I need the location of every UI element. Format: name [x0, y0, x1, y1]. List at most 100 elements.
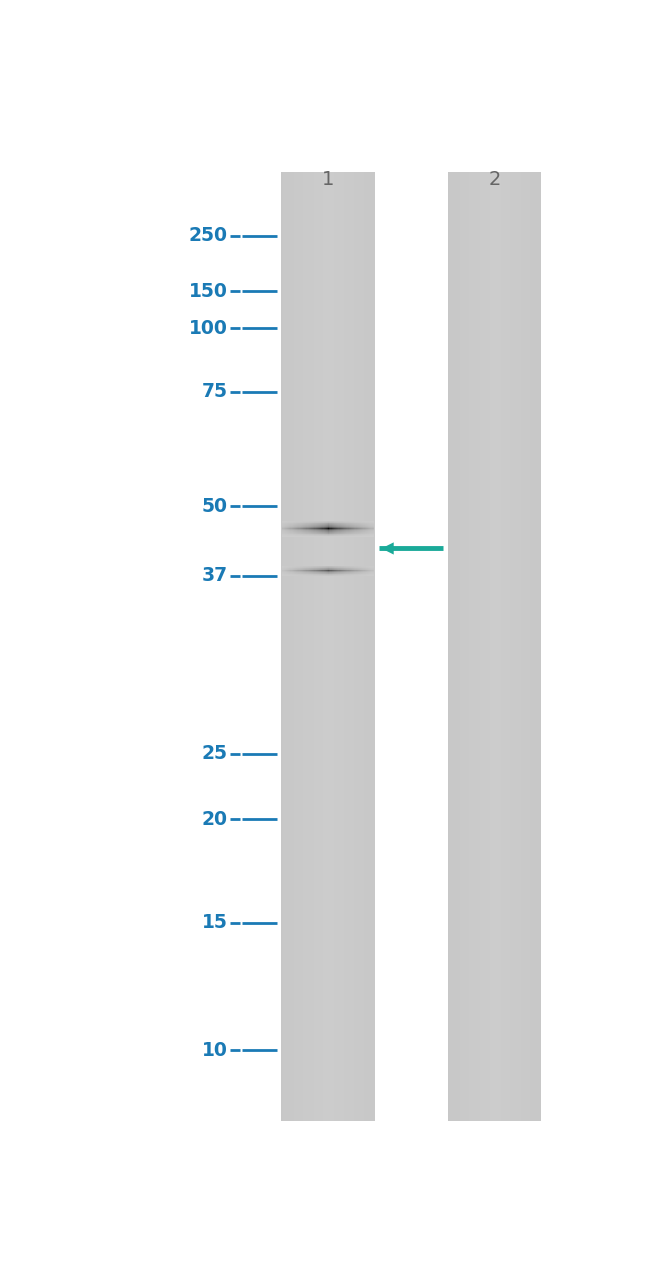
- Bar: [496, 171, 497, 1120]
- Bar: [342, 171, 344, 1120]
- Bar: [304, 171, 305, 1120]
- Bar: [294, 171, 296, 1120]
- Bar: [451, 171, 452, 1120]
- Bar: [477, 171, 479, 1120]
- Bar: [493, 171, 494, 1120]
- Text: 37: 37: [202, 566, 228, 585]
- Bar: [296, 171, 297, 1120]
- Text: 100: 100: [188, 319, 228, 338]
- Bar: [322, 171, 324, 1120]
- Bar: [317, 171, 318, 1120]
- Bar: [452, 171, 454, 1120]
- Bar: [359, 171, 361, 1120]
- Bar: [352, 171, 353, 1120]
- Bar: [288, 171, 289, 1120]
- Bar: [320, 171, 322, 1120]
- Text: 150: 150: [188, 282, 228, 301]
- Bar: [346, 171, 348, 1120]
- Bar: [476, 171, 477, 1120]
- Bar: [314, 171, 316, 1120]
- Bar: [524, 171, 525, 1120]
- Bar: [325, 171, 326, 1120]
- Bar: [370, 171, 372, 1120]
- Text: 2: 2: [488, 170, 500, 189]
- Bar: [456, 171, 457, 1120]
- Bar: [361, 171, 362, 1120]
- Bar: [365, 171, 367, 1120]
- Bar: [289, 171, 291, 1120]
- Bar: [465, 171, 466, 1120]
- Bar: [479, 171, 480, 1120]
- Bar: [488, 171, 489, 1120]
- Bar: [448, 171, 449, 1120]
- Bar: [454, 171, 456, 1120]
- Bar: [353, 171, 354, 1120]
- Bar: [484, 171, 485, 1120]
- Bar: [333, 171, 334, 1120]
- Bar: [348, 171, 350, 1120]
- Bar: [513, 171, 515, 1120]
- Bar: [297, 171, 298, 1120]
- Bar: [373, 171, 374, 1120]
- Bar: [494, 171, 496, 1120]
- Text: 75: 75: [202, 382, 228, 401]
- Bar: [527, 171, 528, 1120]
- Text: 1: 1: [322, 170, 334, 189]
- Bar: [300, 171, 302, 1120]
- Bar: [530, 171, 532, 1120]
- Bar: [525, 171, 527, 1120]
- Bar: [345, 171, 346, 1120]
- Bar: [505, 171, 507, 1120]
- Text: 10: 10: [202, 1040, 228, 1059]
- Bar: [489, 171, 491, 1120]
- Bar: [532, 171, 533, 1120]
- Bar: [372, 171, 373, 1120]
- Bar: [538, 171, 540, 1120]
- Bar: [533, 171, 535, 1120]
- Bar: [473, 171, 474, 1120]
- Text: 250: 250: [188, 226, 228, 245]
- Bar: [499, 171, 500, 1120]
- Bar: [291, 171, 292, 1120]
- Bar: [367, 171, 369, 1120]
- Bar: [369, 171, 370, 1120]
- Bar: [491, 171, 493, 1120]
- Bar: [336, 171, 337, 1120]
- Bar: [471, 171, 473, 1120]
- Bar: [497, 171, 499, 1120]
- Bar: [521, 171, 523, 1120]
- Bar: [308, 171, 309, 1120]
- Bar: [341, 171, 342, 1120]
- Bar: [512, 171, 513, 1120]
- Bar: [292, 171, 294, 1120]
- Bar: [540, 171, 541, 1120]
- Text: 50: 50: [202, 497, 228, 516]
- Bar: [354, 171, 356, 1120]
- Bar: [460, 171, 462, 1120]
- Bar: [356, 171, 358, 1120]
- Bar: [358, 171, 359, 1120]
- Bar: [328, 171, 330, 1120]
- Bar: [332, 171, 333, 1120]
- Bar: [523, 171, 524, 1120]
- Bar: [466, 171, 468, 1120]
- Bar: [313, 171, 314, 1120]
- Bar: [285, 171, 286, 1120]
- Bar: [528, 171, 530, 1120]
- Bar: [474, 171, 476, 1120]
- Bar: [324, 171, 325, 1120]
- Bar: [510, 171, 512, 1120]
- Bar: [286, 171, 288, 1120]
- Bar: [516, 171, 517, 1120]
- Bar: [283, 171, 285, 1120]
- Bar: [318, 171, 320, 1120]
- Bar: [344, 171, 345, 1120]
- Bar: [326, 171, 328, 1120]
- Bar: [364, 171, 365, 1120]
- Bar: [500, 171, 502, 1120]
- Bar: [536, 171, 538, 1120]
- Bar: [298, 171, 300, 1120]
- Bar: [502, 171, 504, 1120]
- Bar: [302, 171, 304, 1120]
- Bar: [316, 171, 317, 1120]
